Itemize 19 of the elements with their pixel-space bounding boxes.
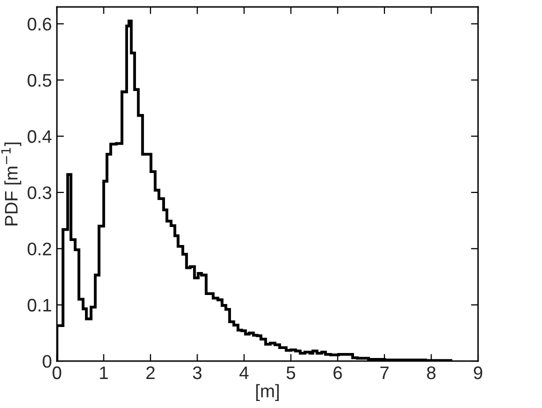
x-tick-label: 3 bbox=[192, 366, 202, 380]
x-tick-label: 9 bbox=[474, 366, 482, 380]
x-tick-label: 0 bbox=[52, 366, 62, 380]
x-tick-label: 4 bbox=[239, 366, 249, 380]
x-tick-label: 8 bbox=[427, 366, 436, 380]
y-tick-label: 0.2 bbox=[28, 242, 52, 256]
y-tick-label: 0.5 bbox=[28, 74, 52, 87]
x-tick-label: 7 bbox=[380, 366, 389, 380]
x-tick-label: 2 bbox=[146, 366, 155, 380]
y-tick-label: 0 bbox=[42, 355, 52, 368]
x-tick-label: 6 bbox=[334, 366, 342, 380]
y-tick-label: 0.1 bbox=[28, 298, 52, 312]
x-tick-label: 1 bbox=[100, 366, 108, 380]
y-tick-label: 0.6 bbox=[28, 18, 52, 31]
x-tick-label: 5 bbox=[286, 366, 296, 380]
y-tick-label: 0.3 bbox=[28, 186, 52, 200]
y-axis-title: PDF [m$^{−1}$] bbox=[1, 142, 22, 226]
x-axis-title: [m] bbox=[256, 384, 279, 401]
y-tick-label: 0.4 bbox=[28, 130, 52, 143]
